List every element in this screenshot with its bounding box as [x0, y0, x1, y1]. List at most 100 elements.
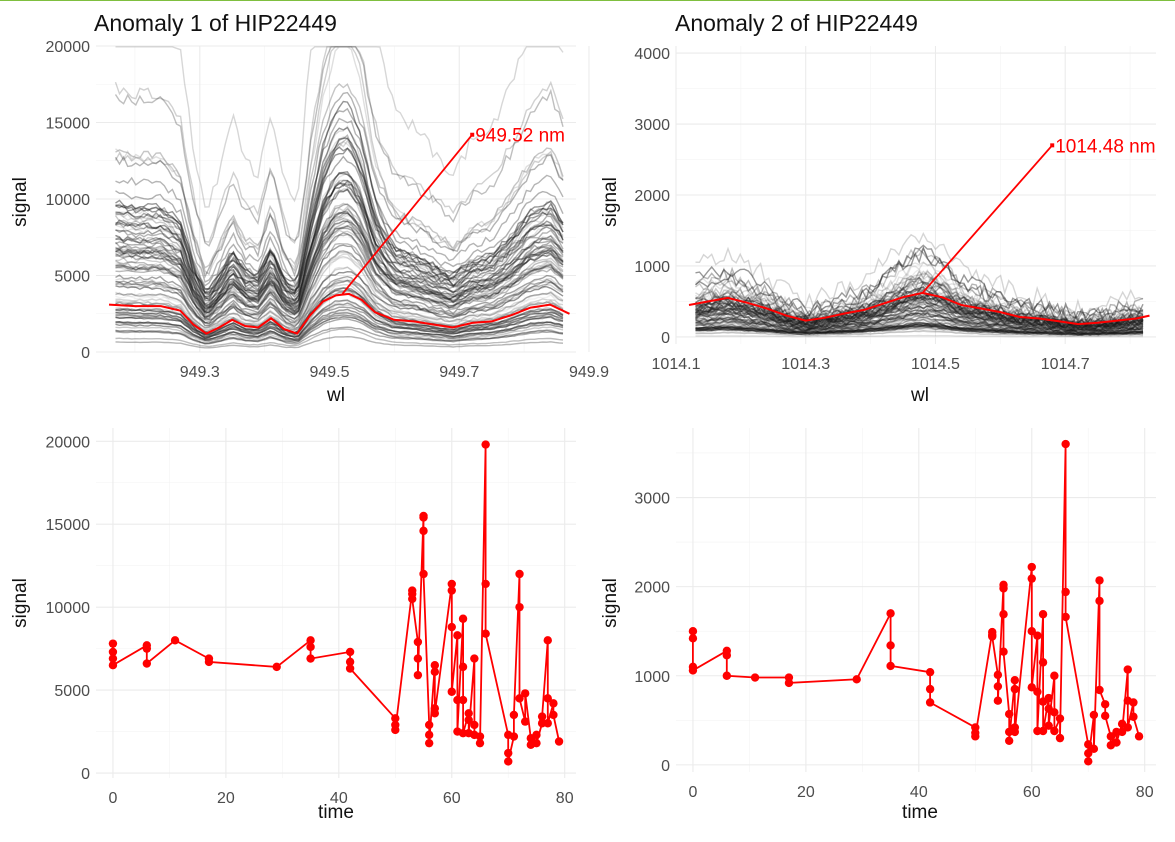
background-spectrum-line: [695, 294, 1144, 332]
time-series-point: [688, 666, 698, 675]
background-spectrum-line: [115, 202, 564, 316]
time-series-point: [419, 513, 428, 522]
background-spectrum-line: [115, 223, 564, 311]
time-series-point: [464, 709, 473, 718]
y-tick-label: 15000: [46, 517, 91, 534]
time-series-point: [306, 636, 315, 645]
background-spectrum-line: [695, 321, 1144, 336]
time-series-point: [999, 584, 1008, 593]
background-spectrum-line: [695, 310, 1144, 333]
time-series-point: [515, 694, 524, 703]
time-series-point: [408, 594, 417, 604]
time-series-point: [532, 730, 541, 740]
x-tick-label: 20: [797, 784, 815, 801]
time-series-point: [430, 709, 440, 718]
x-tick-label: 80: [1136, 784, 1154, 801]
x-tick-label: 40: [910, 784, 928, 801]
background-spectrum-line: [115, 183, 564, 314]
time-series-point: [345, 657, 355, 667]
background-spectrum-line: [695, 312, 1144, 334]
time-series-point: [1129, 698, 1138, 707]
background-spectrum-line: [115, 212, 564, 314]
background-spectrum-line: [695, 281, 1144, 328]
background-spectrum-line: [115, 208, 564, 312]
time-series-point: [475, 732, 485, 741]
background-spectrum-line: [115, 214, 564, 311]
time-series-point: [453, 631, 462, 640]
background-spectrum-line: [115, 326, 564, 345]
background-spectrum-line: [115, 279, 564, 330]
background-spectrum-line: [115, 266, 564, 331]
time-series-point: [413, 654, 423, 663]
panel-1-background-spectra: [114, 46, 564, 349]
time-series-point: [886, 641, 895, 650]
time-series-point: [1106, 732, 1116, 741]
time-series-point: [504, 757, 513, 766]
background-spectrum-line: [115, 306, 564, 340]
time-series-point: [430, 667, 440, 677]
background-spectrum-line: [695, 324, 1144, 336]
background-spectrum-line: [115, 181, 564, 311]
time-series-point: [470, 720, 479, 730]
time-series-point: [1055, 733, 1065, 743]
background-spectrum-line: [115, 182, 564, 301]
background-spectrum-line: [115, 312, 564, 343]
background-spectrum-line: [695, 315, 1144, 335]
background-spectrum-line: [115, 171, 564, 306]
time-series-point: [537, 712, 547, 721]
background-spectrum-line: [695, 327, 1143, 337]
background-spectrum-line: [115, 179, 564, 308]
background-spectrum-line: [695, 298, 1144, 330]
time-series-point: [988, 632, 997, 641]
x-tick-label: 20: [217, 790, 235, 807]
x-tick-label: 60: [1023, 784, 1041, 801]
background-spectrum-line: [115, 172, 564, 300]
background-spectrum-line: [115, 292, 564, 338]
y-tick-label: 20000: [46, 434, 91, 451]
background-spectrum-line: [115, 219, 564, 316]
panel-2-background-spectra: [694, 232, 1144, 338]
background-spectrum-line: [115, 146, 564, 295]
background-spectrum-line: [115, 140, 564, 301]
background-spectrum-line: [695, 276, 1144, 328]
background-spectrum-line: [695, 324, 1144, 336]
background-spectrum-line: [695, 261, 1144, 323]
background-spectrum-line: [115, 100, 564, 290]
time-series-point: [999, 647, 1008, 656]
x-tick-label: 0: [108, 790, 117, 807]
background-spectrum-line: [695, 322, 1144, 335]
time-series-point: [419, 569, 428, 579]
time-series-point: [447, 622, 456, 632]
panel-1-title: Anomaly 1 of HIP22449: [94, 10, 337, 36]
background-spectrum-line: [115, 279, 564, 336]
time-series-point: [481, 579, 490, 589]
background-spectrum-line: [115, 284, 564, 336]
time-series-point: [1123, 665, 1132, 674]
background-spectrum-line: [695, 296, 1144, 331]
x-tick-label: 60: [443, 790, 461, 807]
time-series-point: [532, 738, 541, 748]
annotation-leader-line: [921, 144, 1053, 294]
background-spectrum-line: [115, 299, 564, 340]
time-series-point: [925, 698, 935, 707]
panel-time-1: 0 20 40 60 80 0 5000 10000 15000 20000 time signa…: [10, 428, 576, 823]
time-series-point: [345, 647, 355, 657]
time-series-point: [688, 634, 698, 643]
background-spectrum-line: [115, 233, 564, 320]
background-spectrum-line: [695, 326, 1144, 336]
background-spectrum-line: [115, 46, 564, 208]
background-spectrum-line: [695, 312, 1144, 334]
background-spectrum-line: [115, 117, 564, 284]
background-spectrum-line: [115, 290, 564, 335]
background-spectrum-line: [115, 278, 564, 330]
x-tick-label: 949.9: [569, 364, 609, 381]
background-spectrum-line: [115, 275, 564, 334]
background-spectrum-line: [115, 155, 564, 295]
time-series-point: [391, 714, 400, 723]
panel-2-title: Anomaly 2 of HIP22449: [675, 10, 918, 36]
background-spectrum-line: [115, 314, 564, 342]
time-series-point: [549, 710, 558, 720]
time-series-point: [142, 644, 152, 653]
time-series-point: [1010, 727, 1020, 737]
time-series-point: [1044, 693, 1053, 703]
